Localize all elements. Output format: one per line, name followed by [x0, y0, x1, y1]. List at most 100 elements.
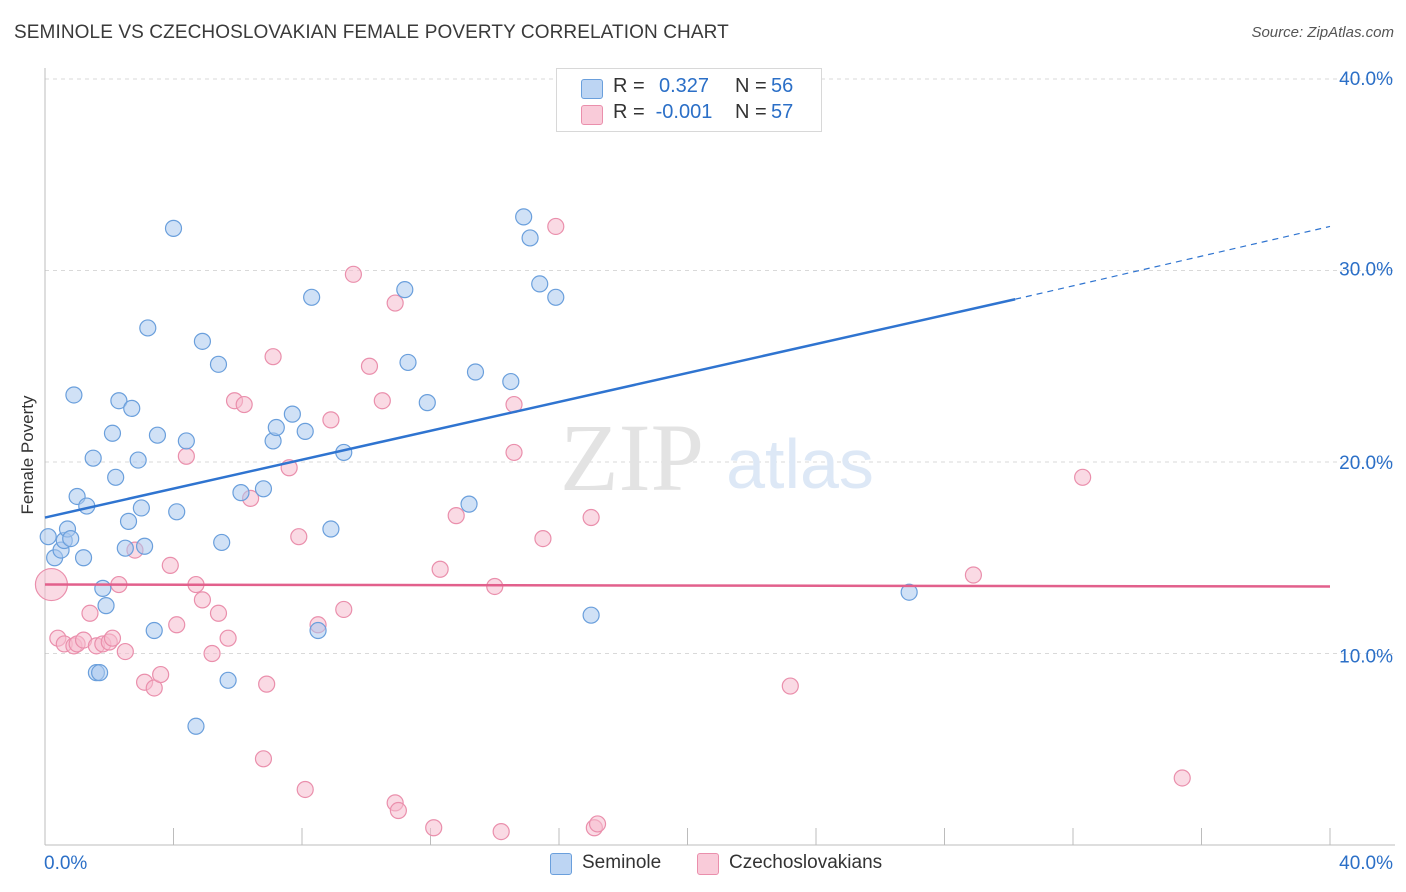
seminole-swatch-icon: [581, 79, 603, 99]
x-tick-label: 40.0%: [1339, 853, 1393, 874]
seminole-point: [502, 372, 520, 391]
czech-point: [103, 629, 122, 647]
seminole-point: [460, 495, 478, 513]
seminole-point: [148, 426, 167, 444]
seminole-point: [116, 539, 134, 557]
n-value: 56: [771, 75, 794, 97]
axes: [44, 68, 1395, 846]
watermark-zip: ZIP: [560, 404, 704, 511]
czech-point: [781, 677, 799, 695]
czech-point: [534, 529, 552, 548]
seminole-point: [232, 484, 250, 502]
czech-point: [116, 642, 134, 661]
seminole-point: [322, 520, 340, 538]
seminole-point: [129, 451, 147, 469]
czech-point: [447, 507, 465, 525]
czech-point: [344, 265, 362, 283]
czech-point: [264, 348, 282, 366]
seminole-trend-extension: [1015, 225, 1331, 300]
n-value: 57: [771, 101, 794, 123]
czech-point: [290, 528, 308, 546]
seminole-point: [168, 503, 186, 521]
seminole-point: [132, 499, 150, 517]
seminole-point: [139, 319, 157, 337]
watermark-atlas: atlas: [726, 425, 874, 503]
r-value: -0.001: [655, 101, 713, 123]
seminole-point: [296, 422, 314, 440]
czech-point: [547, 217, 565, 236]
seminole-point: [213, 533, 231, 552]
tick-labels: 10.0% 20.0% 30.0% 40.0% 0.0% 40.0%: [44, 69, 1393, 874]
seminole-point: [515, 208, 533, 226]
czech-point: [431, 560, 449, 578]
seminole-point: [119, 512, 138, 530]
czech-trend-line: [44, 583, 1331, 588]
czech-point: [254, 750, 273, 768]
czech-point: [296, 780, 314, 799]
czech-point: [335, 600, 353, 619]
seminole-swatch-icon: [550, 853, 572, 875]
czech-point: [1074, 468, 1092, 486]
czech-point: [373, 392, 391, 410]
seminole-trend-line: [44, 298, 1016, 519]
seminole-point: [547, 288, 565, 306]
r-label: R =: [613, 75, 645, 97]
seminole-point: [123, 399, 141, 417]
n-label: N =: [735, 75, 767, 97]
czechoslovakians-swatch-icon: [581, 105, 603, 125]
seminole-point: [65, 386, 83, 404]
r-label: R =: [613, 101, 645, 123]
y-tick-label: 20.0%: [1339, 453, 1393, 474]
seminole-point: [396, 281, 414, 299]
czech-point: [81, 604, 99, 622]
czech-point: [492, 822, 510, 841]
legend-label: Seminole: [582, 852, 662, 873]
czech-point: [258, 675, 276, 693]
seminole-point: [177, 432, 195, 450]
seminole-point: [84, 449, 102, 467]
seminole-point: [466, 363, 485, 381]
czech-point: [505, 443, 523, 462]
seminole-point: [219, 671, 237, 689]
legend-row-czechoslovakians: R = -0.001 N = 57: [557, 101, 821, 127]
seminole-point: [39, 528, 57, 546]
czech-point: [964, 566, 983, 584]
czech-point: [219, 629, 237, 647]
seminole-point: [418, 394, 436, 412]
seminole-point: [187, 717, 205, 735]
legend-label: Czechoslovakians: [729, 852, 883, 873]
seminole-point: [582, 606, 600, 624]
seminole-point: [283, 405, 301, 423]
x-tick-label: 0.0%: [44, 853, 87, 874]
seminole-point: [107, 468, 125, 486]
czechoslovakians-swatch-icon: [697, 853, 719, 875]
y-tick-label: 30.0%: [1339, 260, 1393, 281]
czech-point: [582, 508, 600, 527]
seminole-point: [91, 664, 109, 682]
seminole-point: [209, 355, 228, 373]
czech-point: [168, 616, 186, 634]
seminole-point: [267, 418, 285, 437]
seminole-point: [303, 288, 321, 306]
seminole-point: [521, 229, 539, 247]
czech-point: [152, 665, 170, 684]
seminole-point: [62, 529, 80, 548]
y-axis-label: Female Poverty: [18, 395, 37, 515]
czech-point: [209, 604, 228, 622]
czech-point: [389, 801, 407, 820]
czech-point: [161, 556, 179, 575]
seminole-point: [97, 597, 115, 615]
seminole-point: [900, 583, 918, 601]
czech-point: [203, 644, 221, 663]
czech-point: [360, 357, 379, 375]
seminole-point: [103, 424, 122, 442]
seminole-point: [164, 219, 183, 237]
y-tick-label: 40.0%: [1339, 69, 1393, 90]
seminole-point: [94, 579, 112, 597]
czech-point: [235, 395, 253, 414]
czechoslovakians-points: [34, 217, 1191, 841]
trend-lines: [44, 225, 1331, 588]
seminole-point: [309, 621, 327, 640]
chart-title: SEMINOLE VS CZECHOSLOVAKIAN FEMALE POVER…: [14, 22, 729, 43]
